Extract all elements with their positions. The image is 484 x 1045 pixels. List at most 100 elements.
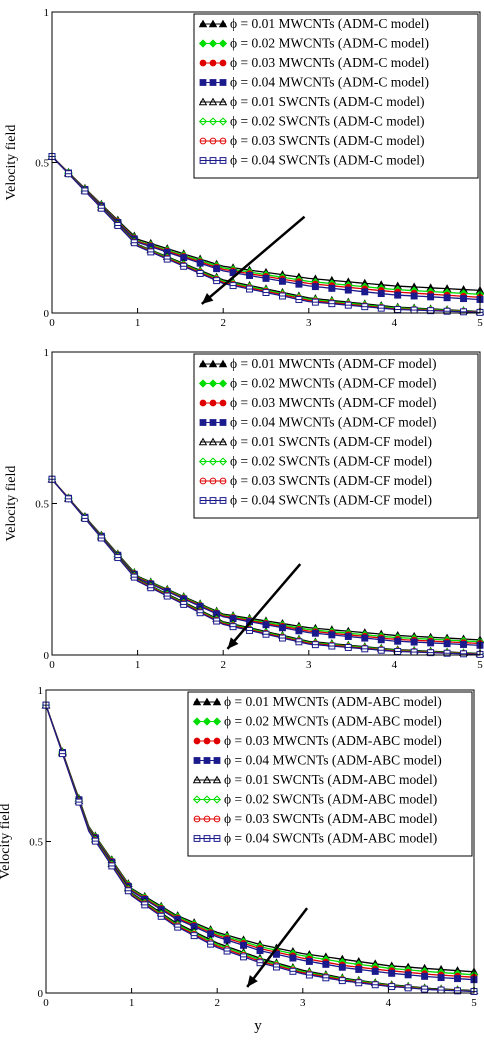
chart-panel-2: 0 1 2 3 4 5 0 0.5 1 Velocity field ϕ = 0.01 MWCNTs… xyxy=(4,347,484,671)
legend-box xyxy=(193,13,479,179)
square-marker xyxy=(328,631,336,639)
legend-item: ϕ = 0.01 MWCNTs (ADM-C model) xyxy=(198,16,429,31)
trend-arrow-head xyxy=(201,293,214,304)
square-marker xyxy=(246,272,254,279)
square-marker xyxy=(443,640,451,648)
x-tick-label: 4 xyxy=(392,317,398,329)
x-tick-label: 2 xyxy=(220,659,226,671)
legend-item: ϕ = 0.02 SWCNTs (ADM-C model) xyxy=(198,114,425,129)
square-marker xyxy=(410,292,418,300)
legend-label: ϕ = 0.02 SWCNTs (ADM-CF model) xyxy=(230,454,432,469)
x-tick-label: 4 xyxy=(392,659,398,671)
legend-label: ϕ = 0.02 SWCNTs (ADM-C model) xyxy=(230,114,425,129)
legend-label: ϕ = 0.02 MWCNTs (ADM-C model) xyxy=(230,36,429,51)
square-marker xyxy=(443,294,451,302)
square-marker xyxy=(410,638,418,646)
legend-label: ϕ = 0.02 MWCNTs (ADM-CF model) xyxy=(230,376,437,391)
y-tick-label: 1 xyxy=(44,7,50,19)
legend: ϕ = 0.01 MWCNTs (ADM-CF model) ϕ = 0.02 M… xyxy=(193,353,479,519)
legend-label: ϕ = 0.03 SWCNTs (ADM-CF model) xyxy=(230,473,432,488)
legend-label: ϕ = 0.04 SWCNTs (ADM-C model) xyxy=(230,153,425,168)
y-tick-label: 1 xyxy=(38,685,44,697)
square-marker xyxy=(437,974,445,982)
legend-label: ϕ = 0.04 SWCNTs (ADM-ABC model) xyxy=(224,831,437,846)
legend-item: ϕ = 0.02 MWCNTs (ADM-ABC model) xyxy=(192,714,442,729)
x-tick-label: 3 xyxy=(306,659,312,671)
x-tick-label: 5 xyxy=(471,997,477,1009)
legend-label: ϕ = 0.02 MWCNTs (ADM-ABC model) xyxy=(224,714,442,729)
legend-item: ϕ = 0.01 SWCNTs (ADM-CF model) xyxy=(198,434,432,449)
x-tick-label: 5 xyxy=(477,659,483,671)
legend-label: ϕ = 0.04 MWCNTs (ADM-C model) xyxy=(230,75,429,90)
legend-label: ϕ = 0.03 MWCNTs (ADM-C model) xyxy=(230,55,429,70)
legend-label: ϕ = 0.02 SWCNTs (ADM-ABC model) xyxy=(224,792,437,807)
square-marker xyxy=(361,288,369,296)
square-marker xyxy=(344,286,352,294)
square-marker xyxy=(427,639,435,647)
y-tick-label: 0 xyxy=(38,988,44,1000)
x-tick-label: 4 xyxy=(386,997,392,1009)
legend-label: ϕ = 0.04 MWCNTs (ADM-CF model) xyxy=(230,415,437,430)
trend-arrow-head xyxy=(247,975,258,987)
square-marker xyxy=(371,967,379,975)
trend-arrow-shaft xyxy=(246,907,309,988)
square-marker xyxy=(460,641,468,648)
square-marker xyxy=(421,972,429,980)
square-marker xyxy=(404,971,412,979)
legend-item: ϕ = 0.01 MWCNTs (ADM-CF model) xyxy=(198,356,437,371)
x-tick-label: 0 xyxy=(43,997,49,1009)
y-axis-label: Velocity field xyxy=(4,125,19,201)
square-marker xyxy=(278,277,286,285)
trend-arrow-head xyxy=(227,637,239,649)
square-marker xyxy=(305,957,313,965)
legend-item: ϕ = 0.02 MWCNTs (ADM-C model) xyxy=(198,36,429,51)
legend-item: ϕ = 0.01 MWCNTs (ADM-ABC model) xyxy=(192,694,442,709)
legend-label: ϕ = 0.03 MWCNTs (ADM-ABC model) xyxy=(224,733,442,748)
y-tick-label: 0.5 xyxy=(29,837,43,849)
square-marker xyxy=(311,283,319,291)
legend-item: ϕ = 0.04 SWCNTs (ADM-ABC model) xyxy=(193,831,437,846)
square-marker xyxy=(229,269,237,277)
x-tick-label: 2 xyxy=(214,997,220,1009)
x-tick-label: 0 xyxy=(49,317,55,329)
legend-label: ϕ = 0.01 MWCNTs (ADM-C model) xyxy=(230,16,429,31)
y-axis-label: Velocity field xyxy=(4,466,19,542)
legend-item: ϕ = 0.03 SWCNTs (ADM-ABC model) xyxy=(193,811,437,826)
legend-label: ϕ = 0.01 SWCNTs (ADM-CF model) xyxy=(230,434,432,449)
square-marker xyxy=(394,291,402,299)
y-tick-label: 1 xyxy=(44,347,50,359)
legend-box xyxy=(193,353,479,519)
square-marker xyxy=(388,969,396,977)
square-marker xyxy=(311,629,319,637)
legend-label: ϕ = 0.04 MWCNTs (ADM-ABC model) xyxy=(224,753,442,768)
x-tick-label: 0 xyxy=(49,659,55,671)
legend-item: ϕ = 0.01 SWCNTs (ADM-C model) xyxy=(198,94,425,109)
legend-item: ϕ = 0.04 MWCNTs (ADM-ABC model) xyxy=(193,753,442,768)
square-marker xyxy=(344,633,352,640)
x-tick-label: 3 xyxy=(306,317,312,329)
legend-item: ϕ = 0.02 SWCNTs (ADM-CF model) xyxy=(198,454,432,469)
x-tick-label: 3 xyxy=(300,997,306,1009)
x-tick-label: 1 xyxy=(129,997,135,1009)
legend-box xyxy=(187,691,473,857)
x-tick-label: 5 xyxy=(477,317,483,329)
square-marker xyxy=(427,293,435,301)
legend-label: ϕ = 0.01 MWCNTs (ADM-ABC model) xyxy=(224,694,442,709)
legend-label: ϕ = 0.04 SWCNTs (ADM-CF model) xyxy=(230,493,432,508)
square-marker xyxy=(256,947,264,955)
legend: ϕ = 0.01 MWCNTs (ADM-C model) ϕ = 0.02 MW… xyxy=(193,13,479,179)
legend-item: ϕ = 0.04 SWCNTs (ADM-C model) xyxy=(199,153,425,168)
legend-item: ϕ = 0.03 MWCNTs (ADM-ABC model) xyxy=(193,733,442,748)
legend-label: ϕ = 0.03 SWCNTs (ADM-ABC model) xyxy=(224,811,437,826)
legend-item: ϕ = 0.03 MWCNTs (ADM-C model) xyxy=(199,55,429,70)
y-tick-label: 0 xyxy=(44,650,50,662)
trend-arrow-shaft xyxy=(200,215,306,305)
legend-item: ϕ = 0.01 SWCNTs (ADM-ABC model) xyxy=(192,772,437,787)
legend-item: ϕ = 0.02 MWCNTs (ADM-CF model) xyxy=(198,376,437,391)
series-2-8 xyxy=(48,475,484,658)
legend: ϕ = 0.01 MWCNTs (ADM-ABC model) ϕ = 0.02 … xyxy=(187,691,473,857)
legend-label: ϕ = 0.01 SWCNTs (ADM-ABC model) xyxy=(224,772,437,787)
y-tick-label: 0.5 xyxy=(35,158,49,170)
square-marker xyxy=(289,954,297,962)
